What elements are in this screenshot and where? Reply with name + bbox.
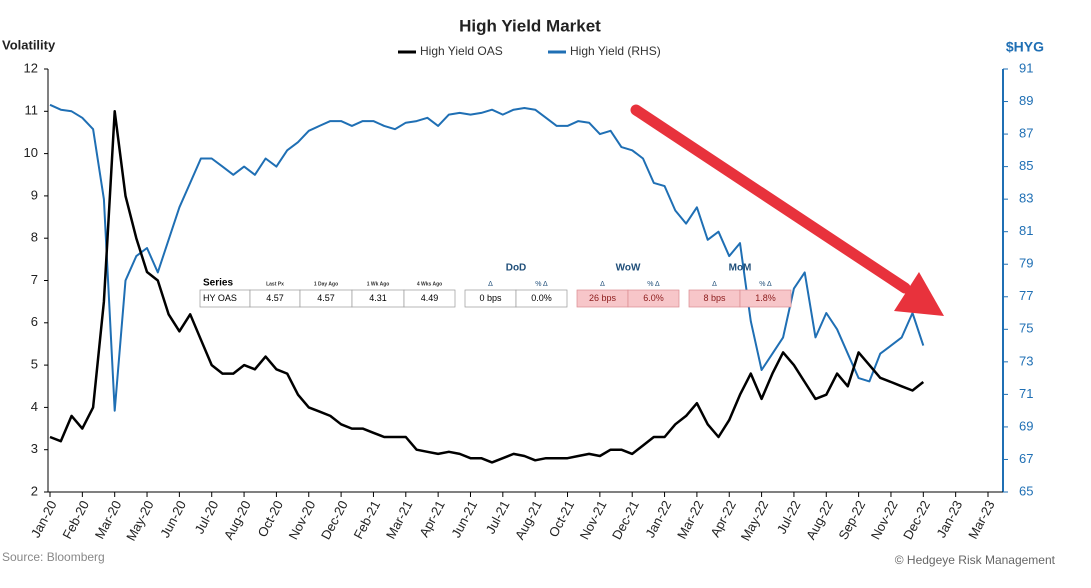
y-tick-label: 8 [31,230,38,245]
table-group-name: DoD [506,263,527,274]
table-header: Last Px [266,281,284,287]
table-cell [739,289,792,308]
credit: © Hedgeye Risk Management [895,553,1056,567]
arrow-shaft [630,104,911,294]
y2-tick-label: 75 [1019,321,1033,336]
table-group-name: MoM [729,263,752,274]
y2-tick-label: 71 [1019,386,1033,401]
source: Source: Bloomberg [2,550,105,564]
table-cell [515,289,568,308]
table-cell-text: 0.0% [531,293,552,303]
y2-tick-label: 79 [1019,256,1033,271]
y-tick-label: 10 [24,145,38,160]
y2-tick-label: 65 [1019,483,1033,498]
table-cell-text: 1.8% [755,293,776,303]
legend-label: High Yield (RHS) [570,44,661,58]
summary-table: Series Last Px 1 Day Ago 1 Wk Ago 4 Wks Ago H… [199,263,792,308]
table-cell [627,289,680,308]
table-column-name: % Δ [535,281,548,288]
y2-tick-label: 73 [1019,353,1033,368]
table-header: Series [203,278,233,289]
table-cell-text: 0 bps [479,293,502,303]
table-header: 1 Day Ago [314,281,338,287]
table-column-name: % Δ [759,281,772,288]
table-column-name: Δ [712,281,717,288]
y2-tick-label: 91 [1019,60,1033,75]
table-column-name: Δ [488,281,493,288]
table-group-name: WoW [616,263,641,274]
y-tick-label: 2 [31,483,38,498]
table-cell-text: HY OAS [203,293,237,303]
legend-label: High Yield OAS [420,44,503,58]
table-cell [403,289,456,308]
table-column-name: Δ [600,281,605,288]
y-tick-label: 4 [31,399,38,414]
table-cell-text: 4.31 [369,293,387,303]
y2-axis-label: $HYG [1006,39,1044,55]
series-line [49,103,925,412]
y-tick-label: 5 [31,357,38,372]
table-cell-text: 8 bps [703,293,726,303]
y2-tick-label: 87 [1019,126,1033,141]
chart-title: High Yield Market [459,16,601,35]
y-tick-label: 6 [31,314,38,329]
y-tick-label: 9 [31,187,38,202]
table-cell-text: 4.57 [317,293,335,303]
table-cell-text: 4.57 [266,293,284,303]
y2-tick-label: 67 [1019,451,1033,466]
table-header: 4 Wks Ago [417,281,442,287]
table-column-name: % Δ [647,281,660,288]
trend-arrow [630,104,944,316]
y2-tick-label: 81 [1019,223,1033,238]
arrow-head [894,272,944,316]
y2-tick-label: 85 [1019,158,1033,173]
table-cell-text: 6.0% [643,293,664,303]
y-tick-label: 7 [31,272,38,287]
y2-tick-label: 89 [1019,93,1033,108]
y2-tick-label: 77 [1019,288,1033,303]
table-cell-text: 4.49 [421,293,439,303]
table-header: 1 Wk Ago [367,281,390,287]
table-cell-text: 26 bps [589,293,617,303]
series-line [49,110,925,464]
y2-tick-label: 69 [1019,418,1033,433]
y-tick-label: 11 [25,103,39,118]
y-axis-label: Volatility [2,37,56,52]
y-tick-label: 12 [24,60,38,75]
y-tick-label: 3 [31,441,38,456]
y2-tick-label: 83 [1019,191,1033,206]
